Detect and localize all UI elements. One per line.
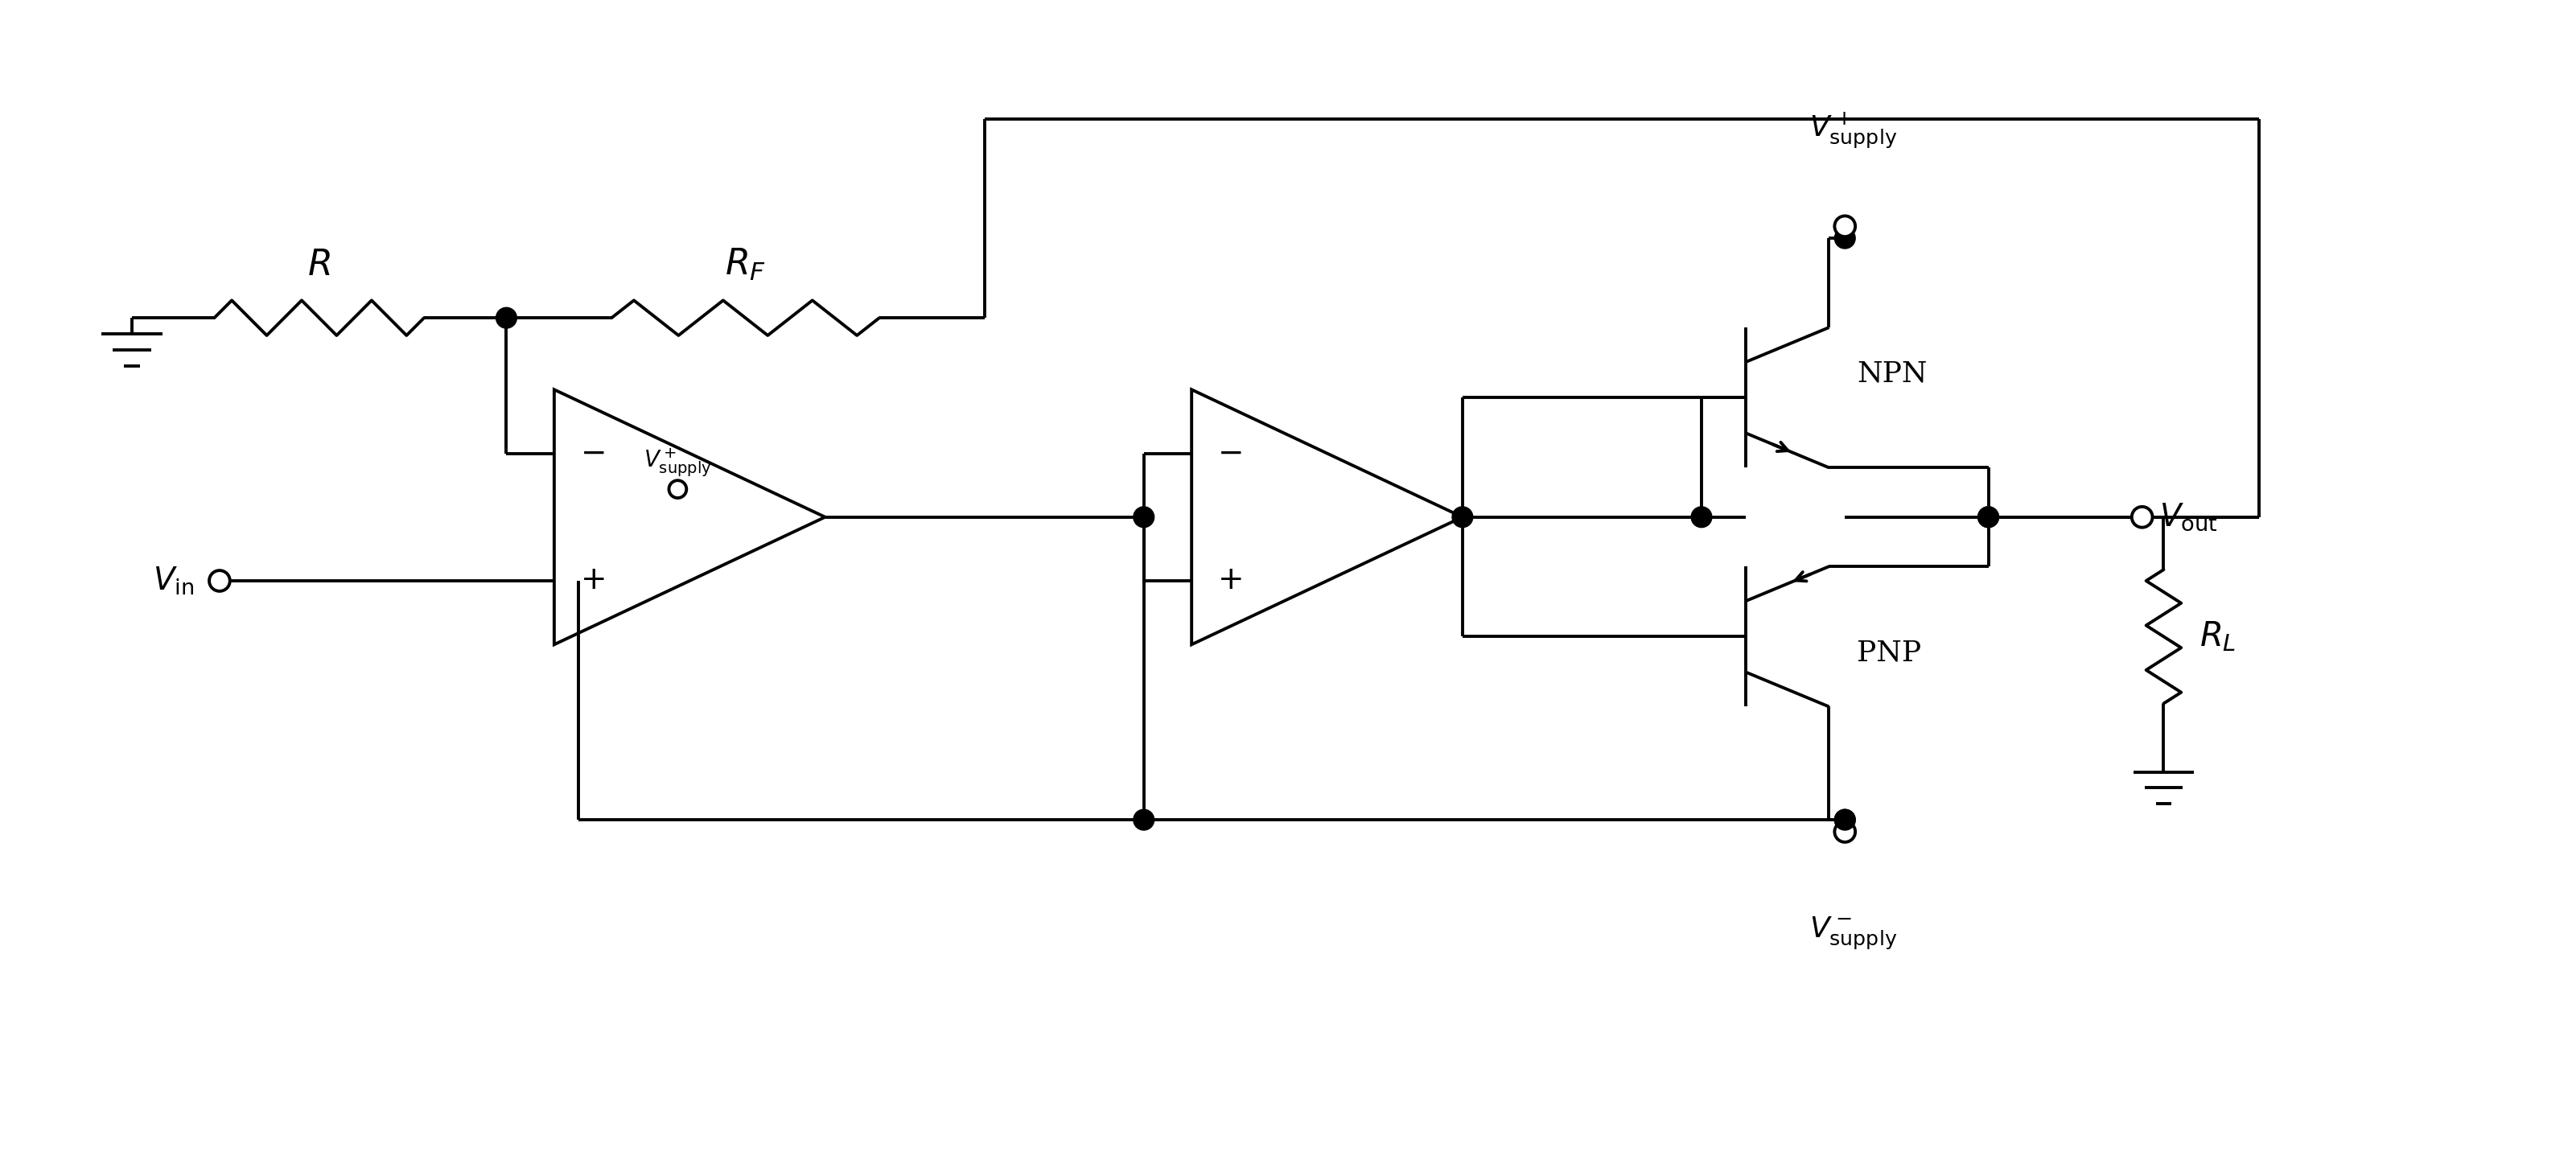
Circle shape <box>1834 821 1855 842</box>
Circle shape <box>1978 507 1999 528</box>
Text: $V^+_{\mathrm{supply}}$: $V^+_{\mathrm{supply}}$ <box>1808 110 1896 151</box>
Circle shape <box>1834 227 1855 248</box>
Circle shape <box>2133 507 2154 528</box>
Text: $+$: $+$ <box>580 566 605 596</box>
Circle shape <box>1133 507 1154 528</box>
Circle shape <box>1453 507 1473 528</box>
Circle shape <box>1834 216 1855 237</box>
Text: $-$: $-$ <box>1216 438 1242 469</box>
Circle shape <box>209 571 229 592</box>
Text: $-$: $-$ <box>580 438 605 469</box>
Circle shape <box>1834 810 1855 831</box>
Text: $R_F$: $R_F$ <box>724 246 765 282</box>
Text: $+$: $+$ <box>1216 566 1242 596</box>
Text: $V^-_{\mathrm{supply}}$: $V^-_{\mathrm{supply}}$ <box>1808 915 1896 951</box>
Circle shape <box>1978 507 1999 528</box>
Text: $R_L$: $R_L$ <box>2200 619 2236 653</box>
Text: NPN: NPN <box>1857 360 1927 387</box>
Text: PNP: PNP <box>1857 639 1922 666</box>
Text: $V_{\mathrm{out}}$: $V_{\mathrm{out}}$ <box>2159 501 2218 532</box>
Circle shape <box>1834 810 1855 831</box>
Circle shape <box>1692 507 1713 528</box>
Text: $V^+_{\mathrm{supply}}$: $V^+_{\mathrm{supply}}$ <box>644 447 711 479</box>
Circle shape <box>670 480 685 498</box>
Circle shape <box>1133 810 1154 831</box>
Text: $R$: $R$ <box>307 247 330 282</box>
Text: $V_{\mathrm{in}}$: $V_{\mathrm{in}}$ <box>152 565 193 596</box>
Circle shape <box>497 307 518 328</box>
